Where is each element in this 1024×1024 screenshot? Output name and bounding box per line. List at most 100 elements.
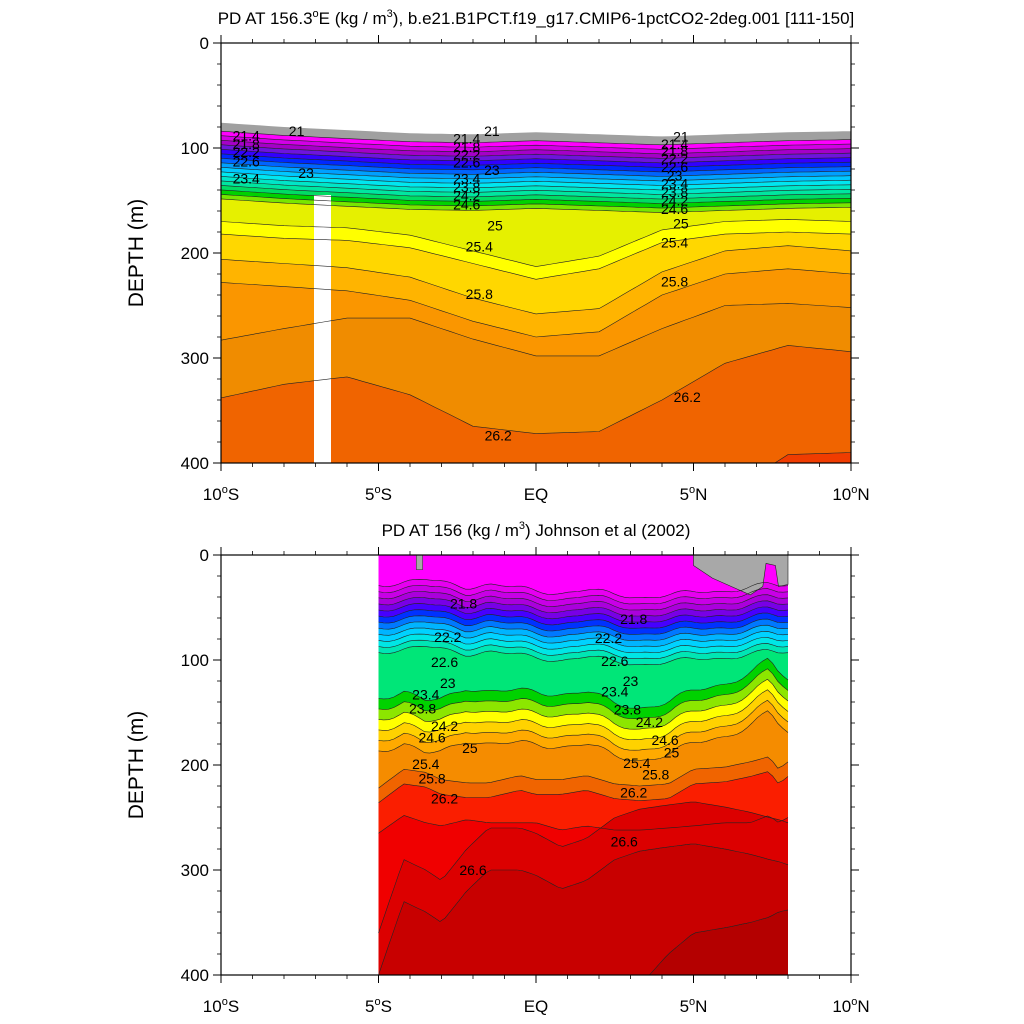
- contour-label: 25.8: [642, 767, 669, 783]
- contour-line: [221, 231, 851, 280]
- contour-label: 26.6: [459, 862, 486, 878]
- y-tick-label: 300: [181, 861, 209, 880]
- contour-band: [378, 591, 788, 617]
- contour-label: 23.8: [453, 179, 480, 195]
- contour-label: 22.2: [661, 151, 688, 167]
- contour-label: 25.8: [418, 771, 445, 787]
- y-tick-label: 0: [200, 546, 209, 565]
- contour-band: [221, 131, 851, 150]
- contour-line: [378, 771, 789, 804]
- contour-label: 21.4: [453, 131, 480, 147]
- contour-band: [221, 194, 851, 213]
- contour-line: [378, 627, 789, 647]
- contour-label: 25: [664, 744, 680, 760]
- contour-band: [221, 158, 851, 177]
- contour-label: 21: [673, 128, 689, 144]
- top-y-axis-label: DEPTH (m): [125, 199, 148, 308]
- top-missing-data-gap: [314, 195, 331, 463]
- contour-label: 25.4: [623, 755, 650, 771]
- contour-label: 23.8: [409, 700, 436, 716]
- x-tick-label: 10oS: [203, 996, 239, 1016]
- contour-label: 25: [487, 218, 503, 234]
- contour-band: [221, 153, 851, 172]
- contour-line: [221, 219, 851, 267]
- contour-label: 21: [484, 123, 500, 139]
- contour-label: 24.2: [661, 193, 688, 209]
- contour-line: [378, 585, 789, 605]
- contour-band: [221, 122, 851, 145]
- contour-line: [221, 130, 851, 146]
- bottom-land-mask: [416, 555, 789, 596]
- contour-label: 22.2: [453, 146, 480, 162]
- contour-band: [378, 710, 788, 789]
- y-tick-label: 300: [181, 349, 209, 368]
- contour-line: [378, 603, 789, 623]
- contour-label: 22.6: [601, 653, 628, 669]
- contour-label: 23.4: [453, 171, 480, 187]
- contour-label: 23: [440, 675, 456, 691]
- contour-label: 25.8: [466, 286, 493, 302]
- contour-label: 21.8: [450, 595, 477, 611]
- contour-line: [378, 615, 789, 635]
- contour-label: 22.6: [453, 155, 480, 171]
- contour-band: [378, 597, 788, 623]
- x-tick-label: 5oS: [365, 996, 392, 1016]
- contour-label: 26.2: [620, 784, 647, 800]
- contour-label: 21.8: [620, 611, 647, 627]
- contour-line: [221, 180, 851, 195]
- contour-label: 24.6: [453, 197, 480, 213]
- contour-line: [221, 194, 851, 209]
- contour-band: [378, 621, 788, 647]
- contour-band: [221, 185, 851, 204]
- contour-line: [378, 843, 789, 975]
- contour-band: [221, 167, 851, 186]
- land-patch: [416, 555, 423, 570]
- contour-band: [221, 144, 851, 163]
- contour-label: 23: [623, 673, 639, 689]
- y-tick-label: 0: [200, 34, 209, 53]
- contour-band: [378, 615, 788, 641]
- top-axes: 0 100 200 300 400 10oS 5oS EQ 5oN 10oN: [181, 34, 870, 504]
- contour-band: [221, 135, 851, 154]
- contour-band: [221, 189, 851, 209]
- contour-line: [378, 710, 789, 762]
- contour-line: [221, 162, 851, 177]
- contour-band: [378, 585, 788, 610]
- x-tick-label: EQ: [524, 997, 549, 1016]
- contour-label: 23: [667, 167, 683, 183]
- bottom-contour-labels: 21.822.222.62323.423.824.224.62525.425.8…: [409, 595, 680, 878]
- contour-band: [378, 579, 788, 604]
- contour-label: 25: [673, 216, 689, 232]
- contour-label: 24.6: [651, 732, 678, 748]
- contour-label: 22.2: [233, 144, 260, 160]
- contour-line: [378, 657, 789, 709]
- contour-label: 23.4: [661, 176, 688, 192]
- contour-label: 23.4: [412, 687, 439, 703]
- top-chart-title: PD AT 156.3oE (kg / m3), b.e21.B1PCT.f19…: [218, 8, 855, 28]
- contour-band: [378, 603, 788, 629]
- contour-band: [378, 757, 788, 803]
- bottom-chart-title: PD AT 156 (kg / m3) Johnson et al (2002): [382, 520, 691, 540]
- bottom-panel: PD AT 156 (kg / m3) Johnson et al (2002)…: [125, 520, 870, 1016]
- contour-band: [221, 198, 851, 267]
- contour-label: 23.4: [601, 684, 628, 700]
- contour-line: [221, 149, 851, 164]
- contour-line: [221, 135, 851, 150]
- contour-band: [221, 180, 851, 199]
- contour-label: 25.4: [661, 235, 688, 251]
- contour-label: 24.6: [418, 730, 445, 746]
- bottom-y-axis-label: DEPTH (m): [125, 711, 148, 820]
- contour-line: [221, 153, 851, 168]
- contour-line: [221, 303, 851, 357]
- x-tick-label: 5oS: [365, 484, 392, 504]
- contour-line: [221, 198, 851, 213]
- contour-label: 22.6: [661, 159, 688, 175]
- contour-label: 22.2: [595, 630, 622, 646]
- contour-line: [221, 176, 851, 191]
- x-tick-label: EQ: [524, 485, 549, 504]
- contour-band: [378, 815, 788, 933]
- x-tick-label: 5oN: [680, 484, 708, 504]
- contour-label: 26.2: [674, 389, 701, 405]
- contour-label: 22.6: [431, 654, 458, 670]
